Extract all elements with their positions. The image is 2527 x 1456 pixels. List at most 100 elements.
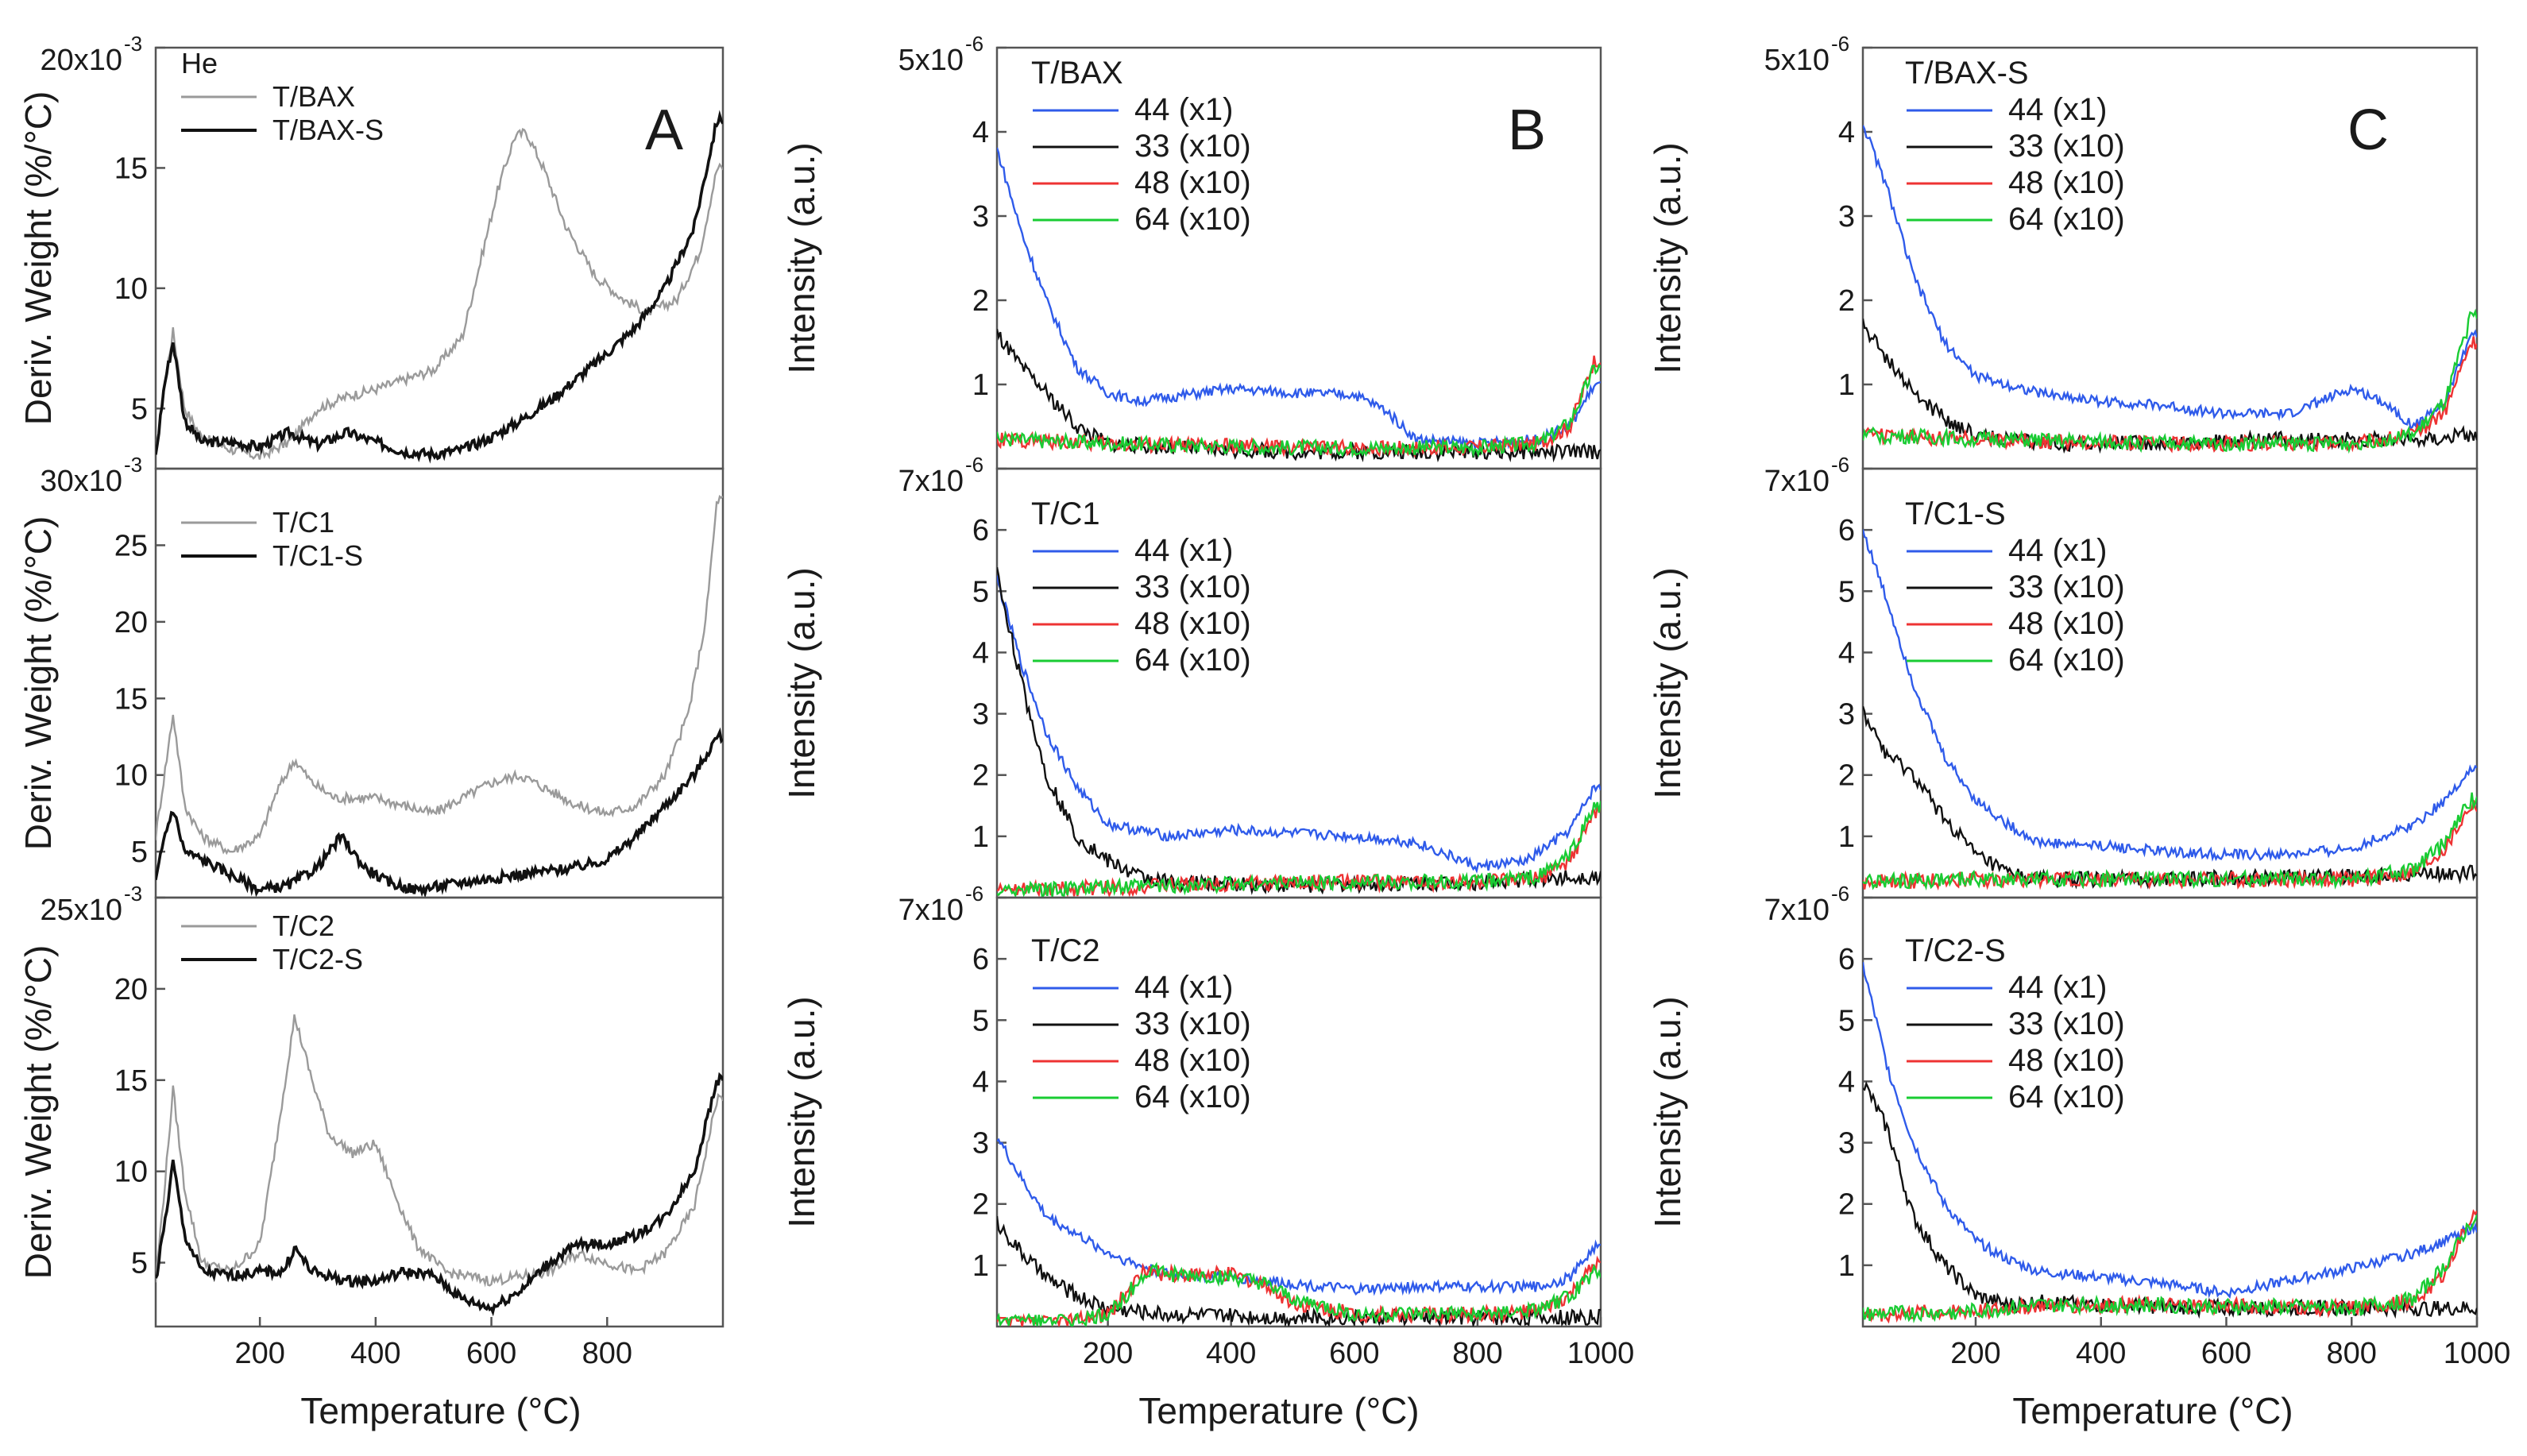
legend-entry: 33 (x10) (1134, 1006, 1251, 1041)
y-tick-label: 3 (972, 1127, 989, 1161)
y-tick-label: 20x10 (40, 44, 122, 77)
legend-entry: 48 (x10) (1134, 606, 1251, 641)
y-tick-exponent: -6 (1831, 32, 1849, 56)
x-tick-label: 200 (234, 1337, 284, 1370)
y-tick-label: 10 (114, 1156, 148, 1189)
y-tick-exponent: -3 (124, 453, 142, 477)
y-tick-exponent: -6 (965, 882, 983, 906)
legend-entry: 48 (x10) (2008, 606, 2125, 641)
series-line-33-x10- (1863, 705, 2477, 890)
y-tick-label: 2 (972, 759, 989, 793)
y-axis-label: Intensity (a.u.) (1647, 996, 1688, 1227)
legend-entry: 44 (x1) (2008, 92, 2108, 127)
y-tick-label: 5x10 (898, 44, 964, 77)
panel-label-a: A (645, 98, 683, 162)
series-line-t-bax (156, 127, 723, 460)
y-tick-label: 10 (114, 272, 148, 306)
panel-label-c: C (2347, 98, 2389, 162)
legend-entry: 48 (x10) (2008, 165, 2125, 200)
y-tick-label: 15 (114, 152, 148, 185)
y-tick-label: 6 (972, 514, 989, 547)
y-tick-label: 6 (972, 943, 989, 976)
y-tick-label: 1 (972, 1249, 989, 1283)
y-tick-label: 7x10 (1764, 465, 1830, 498)
legend-title: T/BAX (1031, 56, 1123, 91)
x-tick-label: 400 (2076, 1337, 2126, 1370)
series-line-64-x10- (1863, 308, 2477, 454)
y-tick-label: 10 (114, 759, 148, 793)
y-tick-label: 5 (1838, 1004, 1855, 1037)
plot-frame (995, 467, 1602, 899)
y-tick-label: 5 (131, 836, 148, 869)
series-line-48-x10- (1863, 800, 2477, 891)
chart-c-0: 1 2 3 4 5x10 -6 Intensity (a.u.) T/BAX-S44 (x1)… (1647, 32, 2479, 470)
y-tick-label: 6 (1838, 514, 1855, 547)
y-tick-label: 3 (1838, 698, 1855, 732)
y-tick-label: 2 (1838, 1188, 1855, 1222)
chart-a-2: 5 10 15 20 25x10 -3 200 400 600 800 Deriv. Weight … (17, 882, 724, 1370)
y-tick-label: 1 (972, 821, 989, 854)
series-line-44-x1- (1863, 125, 2477, 430)
y-tick-label: 30x10 (40, 465, 122, 498)
y-tick-label: 5 (972, 575, 989, 608)
x-tick-label: 800 (2327, 1337, 2377, 1370)
y-tick-label: 3 (1838, 200, 1855, 234)
y-tick-label: 7x10 (898, 894, 964, 927)
series-line-64-x10- (997, 363, 1601, 458)
y-tick-label: 4 (1838, 1065, 1855, 1099)
y-tick-label: 7x10 (1764, 894, 1830, 927)
legend-entry: 64 (x10) (2008, 1079, 2125, 1114)
y-tick-label: 1 (1838, 1249, 1855, 1283)
legend-entry: 33 (x10) (2008, 129, 2125, 164)
y-axis-label: Deriv. Weight (%/°C) (17, 945, 59, 1280)
y-tick-label: 6 (1838, 943, 1855, 976)
series-line-33-x10- (997, 329, 1601, 463)
series-line-44-x1- (1863, 962, 2477, 1300)
y-tick-exponent: -6 (965, 453, 983, 477)
series-line-64-x10- (1863, 1215, 2477, 1324)
series-line-64-x10- (1863, 792, 2477, 891)
y-axis-label: Intensity (a.u.) (781, 996, 822, 1227)
y-tick-label: 7x10 (898, 465, 964, 498)
legend-title: T/C1-S (1905, 496, 2006, 531)
series-line-33-x10- (1863, 319, 2477, 454)
plot-frame (995, 896, 1602, 1328)
x-tick-label: 1000 (2444, 1337, 2511, 1370)
legend-entry: 33 (x10) (1134, 570, 1251, 604)
y-tick-label: 20 (114, 606, 148, 639)
plot-frame (1861, 467, 2479, 899)
y-axis-label: Intensity (a.u.) (781, 142, 822, 373)
legend-title: T/BAX-S (1905, 56, 2029, 91)
plot-frame (154, 46, 724, 470)
legend-entry: T/C1 (272, 506, 334, 539)
y-tick-label: 25x10 (40, 894, 122, 927)
x-tick-label: 600 (466, 1337, 516, 1370)
series-line-t-bax-s (156, 110, 723, 464)
legend-entry: 48 (x10) (1134, 165, 1251, 200)
y-tick-exponent: -3 (124, 32, 142, 56)
y-tick-label: 15 (114, 682, 148, 716)
x-tick-label: 400 (350, 1337, 400, 1370)
y-tick-label: 2 (972, 1188, 989, 1222)
y-tick-exponent: -6 (965, 32, 983, 56)
y-tick-exponent: -6 (1831, 882, 1849, 906)
y-tick-label: 1 (1838, 369, 1855, 402)
y-tick-label: 20 (114, 973, 148, 1006)
x-tick-label: 800 (1452, 1337, 1502, 1370)
legend-entry: 48 (x10) (1134, 1043, 1251, 1078)
y-tick-label: 4 (1838, 116, 1855, 149)
legend-title: T/C1 (1031, 496, 1100, 531)
y-axis-label: Intensity (a.u.) (1647, 567, 1688, 798)
y-axis-label: Intensity (a.u.) (781, 567, 822, 798)
y-tick-label: 4 (1838, 636, 1855, 670)
legend-entry: 48 (x10) (2008, 1043, 2125, 1078)
series-line-44-x1- (997, 1137, 1601, 1296)
y-axis-label: Intensity (a.u.) (1647, 142, 1688, 373)
plot-frame (1861, 896, 2479, 1328)
panel-label-b: B (1508, 98, 1546, 162)
chart-a-1: 5 10 15 20 25 30x10 -3 Deriv. Weight (%/°C) T/C1… (17, 453, 724, 899)
